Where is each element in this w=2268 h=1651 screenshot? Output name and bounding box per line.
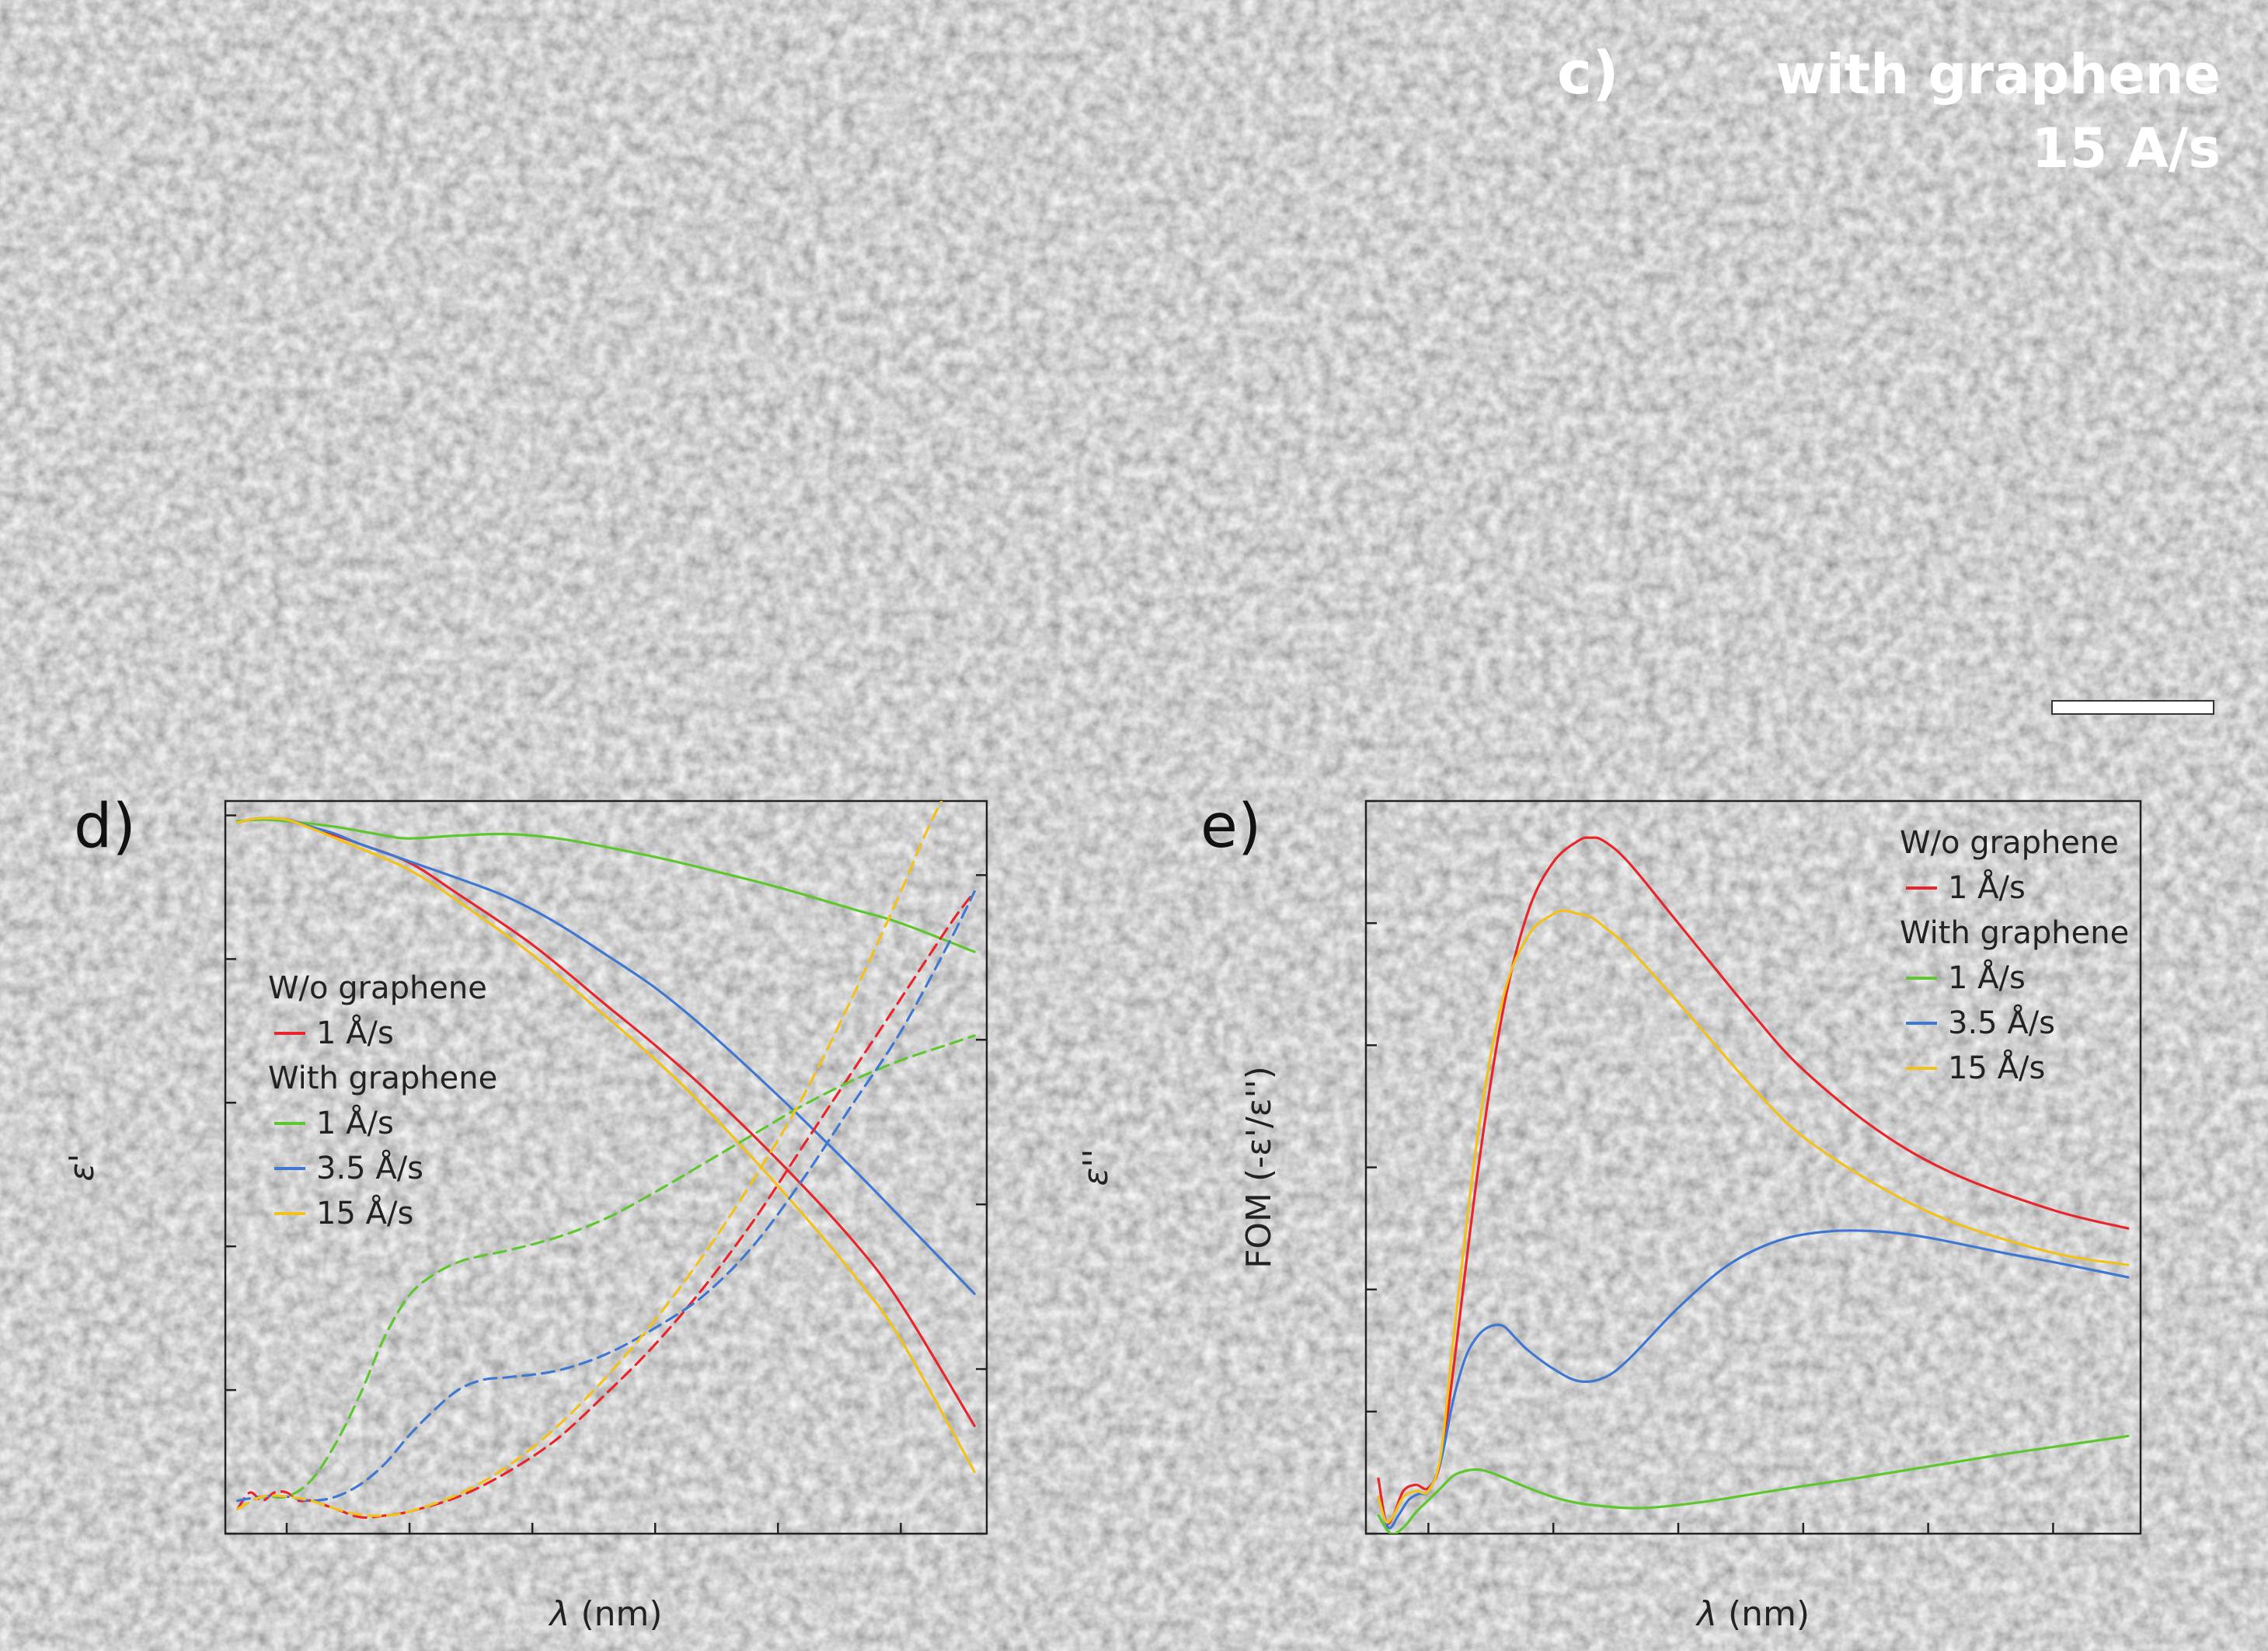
panel-letter-a: a) (62, 38, 129, 107)
legend-label: 3.5 Å/s (1948, 1004, 2055, 1041)
y-axis-label: FOM (-ε'/ε'') (1239, 1066, 1279, 1269)
legend-label: 1 Å/s (316, 1014, 394, 1051)
panel-letter: d) (74, 792, 136, 862)
series-line-red-dashed (236, 890, 976, 1519)
panel-a-rate: 1 A/s (570, 117, 721, 180)
series-line-yellow-solid (236, 817, 976, 1474)
panel-a-title: w/o graphene (302, 43, 721, 106)
sem-panel-a: a) w/o graphene 1 A/s (29, 18, 752, 738)
legend-label: 15 Å/s (316, 1194, 413, 1231)
panel-b-rate: 1 A/s (1319, 117, 1470, 180)
x-axis-label: λ (nm) (548, 1594, 662, 1634)
legend-label: 1 Å/s (316, 1104, 394, 1141)
scale-bar-b (1302, 700, 1465, 715)
sem-image-c (1527, 18, 2250, 738)
panel-letter: e) (1200, 792, 1261, 862)
panel-letter-b: b) (808, 38, 877, 107)
legend-heading-without-graphene: W/o graphene (1900, 825, 2119, 861)
panel-c-rate: 15 A/s (2032, 117, 2221, 180)
panel-b-title: with graphene (1025, 43, 1470, 106)
sem-panel-b: b) with graphene 1 A/s (778, 18, 1501, 738)
panel-c-title: with graphene (1775, 43, 2221, 106)
plot-frame (224, 799, 988, 1535)
sem-panel-c: c) with graphene 15 A/s (1527, 18, 2250, 738)
legend-label: 15 Å/s (1948, 1049, 2045, 1086)
series-group (1377, 836, 2130, 1534)
panel-letter-c: c) (1557, 38, 1619, 107)
y-axis-label: ε' (62, 1154, 102, 1182)
legend-heading-without-graphene: W/o graphene (268, 970, 487, 1006)
legend-label: 3.5 Å/s (316, 1149, 423, 1186)
scale-bar-c (2051, 700, 2214, 715)
y2-axis-label: ε'' (1076, 1149, 1116, 1186)
series-line-yellow-solid (1377, 909, 2130, 1524)
plot-frame (1364, 799, 2142, 1535)
series-line-blue-solid (1377, 1229, 2130, 1530)
sem-image-b (778, 18, 1501, 738)
series-line-green-dashed (236, 1034, 976, 1510)
x-axis-label: λ (nm) (1695, 1594, 1810, 1634)
series-line-blue-dashed (236, 890, 976, 1503)
series-line-yellow-dashed (236, 801, 943, 1517)
series-line-green-solid (1377, 1434, 2130, 1534)
x-axis-label-symbol: λ (548, 1594, 570, 1634)
scale-bar-a (553, 700, 716, 715)
legend-heading-with-graphene: With graphene (268, 1061, 497, 1096)
series-line-green-solid (236, 818, 976, 953)
chart-d-epsilon: λ (nm) ε' ε'' d) W/o graphene 1 Å/s With graph… (62, 792, 1116, 1634)
chart-e-fom: λ (nm) FOM (-ε'/ε'') e) W/o graphene 1 Å/s Wi… (1200, 792, 2142, 1634)
series-group (236, 801, 976, 1519)
x-axis-label-unit: (nm) (1717, 1594, 1810, 1634)
series-line-red-solid (1377, 836, 2130, 1525)
sem-image-a (29, 18, 752, 738)
legend-heading-with-graphene: With graphene (1900, 915, 2129, 951)
x-axis-label-unit: (nm) (570, 1594, 662, 1634)
legend-label: 1 Å/s (1948, 869, 2026, 906)
x-axis-label-symbol: λ (1695, 1594, 1717, 1634)
legend-label: 1 Å/s (1948, 959, 2026, 996)
